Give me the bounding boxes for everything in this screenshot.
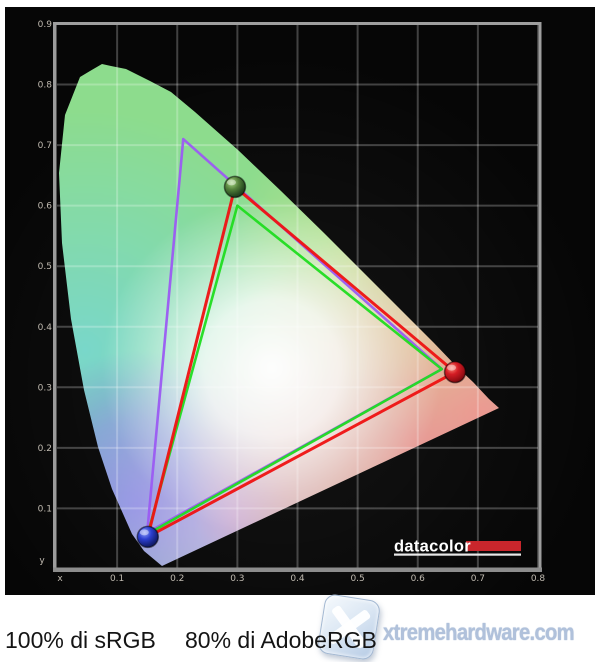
result-srgb-coverage: 100% di sRGB <box>5 627 156 653</box>
svg-text:0.4: 0.4 <box>38 323 53 333</box>
green-primary-marker <box>223 175 247 199</box>
blue-primary-marker <box>136 525 160 549</box>
svg-text:0.6: 0.6 <box>38 202 53 212</box>
svg-text:0.8: 0.8 <box>38 81 53 91</box>
svg-text:0.8: 0.8 <box>531 574 546 584</box>
gamut-triangles <box>145 137 457 539</box>
datacolor-logo-underline <box>394 553 521 556</box>
tick-labels: 0.1 0.2 0.3 0.4 0.5 0.6 0.7 0.8 0.1 0.2 0.3 0.4 0.5 0… <box>38 20 546 584</box>
svg-text:0.3: 0.3 <box>230 574 244 584</box>
cie-diagram-svg: 0.1 0.2 0.3 0.4 0.5 0.6 0.7 0.8 0.1 0.2 0.3 0.4 0.5 0… <box>5 7 595 595</box>
datacolor-logo-bar <box>466 541 521 551</box>
svg-text:0.7: 0.7 <box>471 574 485 584</box>
watermark-text: xtremehardware.com <box>383 619 575 645</box>
red-primary-marker <box>443 360 467 384</box>
result-adobergb-coverage: 80% di AdobeRGB <box>185 627 377 653</box>
svg-text:0.5: 0.5 <box>350 574 364 584</box>
svg-text:0.2: 0.2 <box>38 444 52 454</box>
svg-text:0.2: 0.2 <box>170 574 184 584</box>
gamut-triangle <box>146 204 444 536</box>
plot-border <box>53 22 542 572</box>
svg-text:0.4: 0.4 <box>290 574 305 584</box>
svg-text:0.6: 0.6 <box>411 574 426 584</box>
svg-text:0.1: 0.1 <box>38 504 52 514</box>
datacolor-logo: datacolor <box>394 538 521 556</box>
y-axis-label: y <box>39 556 45 566</box>
primary-markers <box>136 175 467 549</box>
x-axis-label: x <box>57 574 63 584</box>
svg-text:0.5: 0.5 <box>38 262 52 272</box>
svg-text:0.1: 0.1 <box>110 574 124 584</box>
chromaticity-chart: 0.1 0.2 0.3 0.4 0.5 0.6 0.7 0.8 0.1 0.2 0.3 0.4 0.5 0… <box>5 7 595 595</box>
svg-text:0.9: 0.9 <box>38 20 53 30</box>
datacolor-logo-text: datacolor <box>394 538 471 556</box>
svg-text:0.7: 0.7 <box>38 141 52 151</box>
gamut-triangle <box>146 185 457 539</box>
svg-text:0.3: 0.3 <box>38 383 52 393</box>
